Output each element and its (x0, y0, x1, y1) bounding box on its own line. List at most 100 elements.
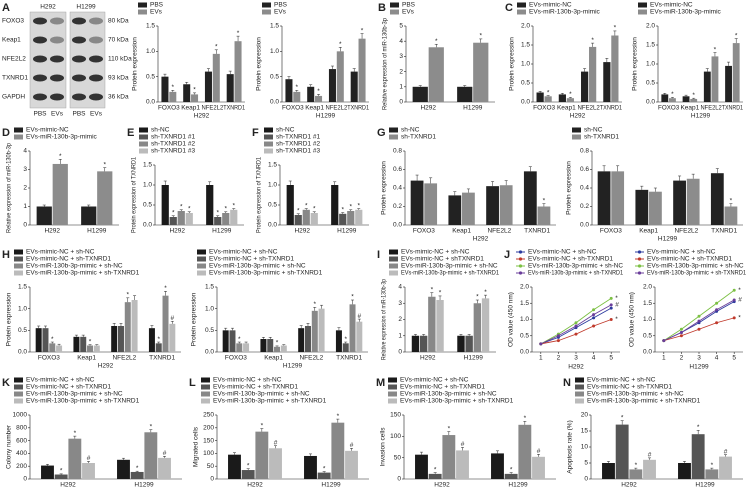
bar (255, 431, 269, 479)
panel-letter: D (2, 127, 10, 139)
legend-label: EVs-miR-130b-3p-mimic + sh-TXNRD1 (26, 398, 140, 405)
y-tick-label: 200 (203, 425, 214, 432)
legend-label: EVs-miR-130b-3p-mimic + sh-TXNRD1 (26, 270, 140, 277)
x-tick-label: 2 (680, 355, 684, 362)
x-tick-label: FOXO3 (600, 228, 622, 235)
error-bar (705, 68, 709, 72)
y-tick-label: 0.0 (643, 349, 652, 356)
significance-mark: * (164, 285, 167, 292)
legend-swatch (517, 2, 526, 8)
significance-mark: # (171, 315, 175, 322)
x-tick-label: FOXO3 (658, 105, 680, 112)
legend-label: EVs-miR-130b-3p-mimic + sh-NC (209, 263, 306, 270)
bar (35, 328, 42, 352)
significance-mark: # (738, 297, 742, 304)
size-label: 70 kDa (108, 37, 129, 44)
legend-label: EVs-miR-130b-3p-mimic + sh-NC (213, 391, 310, 398)
error-bar (50, 341, 54, 344)
legend-swatch (139, 141, 148, 147)
y-tick-label: 0 (584, 476, 588, 483)
legend-swatch (518, 271, 523, 275)
error-bar (467, 334, 471, 336)
error-bar (678, 175, 682, 181)
blot-band (33, 17, 47, 25)
error-bar (88, 344, 92, 346)
bar (336, 51, 344, 102)
significance-mark: * (89, 338, 92, 345)
bar (347, 211, 355, 225)
y-tick-label: 1 (23, 203, 27, 210)
error-bar (282, 344, 286, 346)
legend-swatch (389, 270, 398, 276)
legend-swatch (14, 384, 23, 390)
x-axis-label: H1299 (283, 363, 303, 370)
legend-label: EVs-mimic-NC (529, 2, 572, 9)
bar (158, 457, 171, 479)
error-bar (696, 430, 700, 435)
significance-mark: * (510, 466, 513, 473)
x-tick-label: NFE2L2 (326, 105, 348, 112)
y-tick-label: 0.0 (646, 99, 655, 106)
error-bar (727, 61, 731, 66)
significance-mark: * (344, 336, 347, 343)
bar (315, 95, 323, 102)
blot-band (72, 55, 86, 63)
blot-band (50, 36, 64, 44)
bar (286, 185, 294, 225)
bar (307, 86, 315, 102)
point (679, 331, 683, 334)
y-tick-label: 1000 (13, 412, 28, 419)
error-bar (187, 211, 191, 213)
legend-swatch (197, 263, 206, 269)
significance-mark: * (337, 413, 340, 420)
bar (236, 343, 243, 352)
bar (703, 71, 711, 102)
legend-swatch (14, 263, 23, 269)
legend-label: sh-NC (401, 127, 420, 134)
x-tick-label: H292 (621, 482, 637, 489)
legend-label: EVs-miR-130b-3p-mimic + sh-NC (26, 263, 123, 270)
significance-mark: * (692, 92, 695, 99)
legend-swatch (572, 134, 581, 140)
significance-mark: * (714, 46, 717, 53)
x-tick-label: Keap1 (305, 105, 324, 112)
error-bar (299, 325, 303, 329)
x-tick-label: H1299 (464, 355, 484, 362)
bar (428, 473, 442, 479)
x-tick-label: H1299 (508, 482, 528, 489)
blot-band (33, 74, 47, 82)
blot-band (50, 93, 64, 101)
error-bar (350, 448, 354, 451)
error-bar (308, 453, 312, 456)
y-tick-label: 0.0 (18, 349, 27, 356)
y-tick-label: 400 (16, 450, 27, 457)
significance-mark: * (136, 465, 139, 472)
point (592, 316, 596, 320)
legend-label: EVs-miR-130b-3p-mimic + sh-NC (647, 263, 744, 270)
bar (317, 472, 331, 479)
error-bar (57, 343, 61, 346)
x-tick-label: NFE2L2 (202, 105, 224, 112)
bar (355, 209, 363, 225)
error-bar (479, 38, 483, 43)
point (556, 339, 560, 343)
error-bar (463, 85, 467, 87)
panel-letter: N (563, 377, 571, 389)
bar (442, 435, 456, 479)
significance-mark: * (127, 292, 130, 299)
bar (228, 454, 241, 479)
bar (169, 217, 177, 225)
error-bar (164, 291, 168, 296)
error-bar (360, 33, 364, 39)
significance-mark: # (615, 302, 619, 309)
error-bar (296, 213, 300, 215)
bar (682, 96, 690, 102)
y-axis-label: Relative expression of miR-130b-3p (6, 143, 13, 233)
significance-mark: # (724, 448, 728, 455)
legend-label: EVs-miR-130b-3p-mimic + sh-TXNRD1 (587, 398, 701, 405)
bar (328, 69, 336, 102)
error-bar (322, 471, 326, 473)
significance-mark: * (439, 290, 442, 297)
legend-swatch (201, 398, 210, 404)
legend-swatch (389, 256, 398, 262)
